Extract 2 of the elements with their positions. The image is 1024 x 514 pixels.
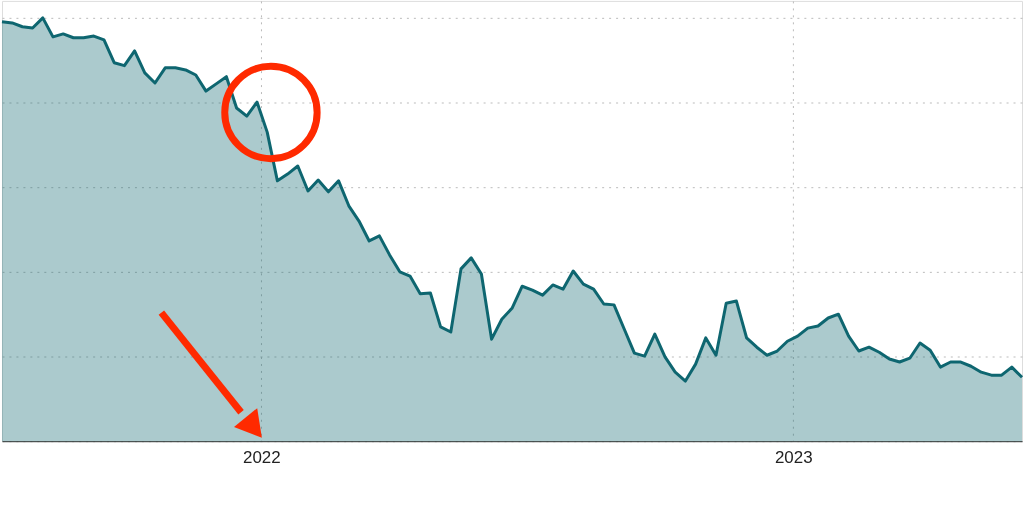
x-tick-label: 2023: [774, 447, 813, 467]
x-tick-label: 2022: [243, 447, 281, 467]
